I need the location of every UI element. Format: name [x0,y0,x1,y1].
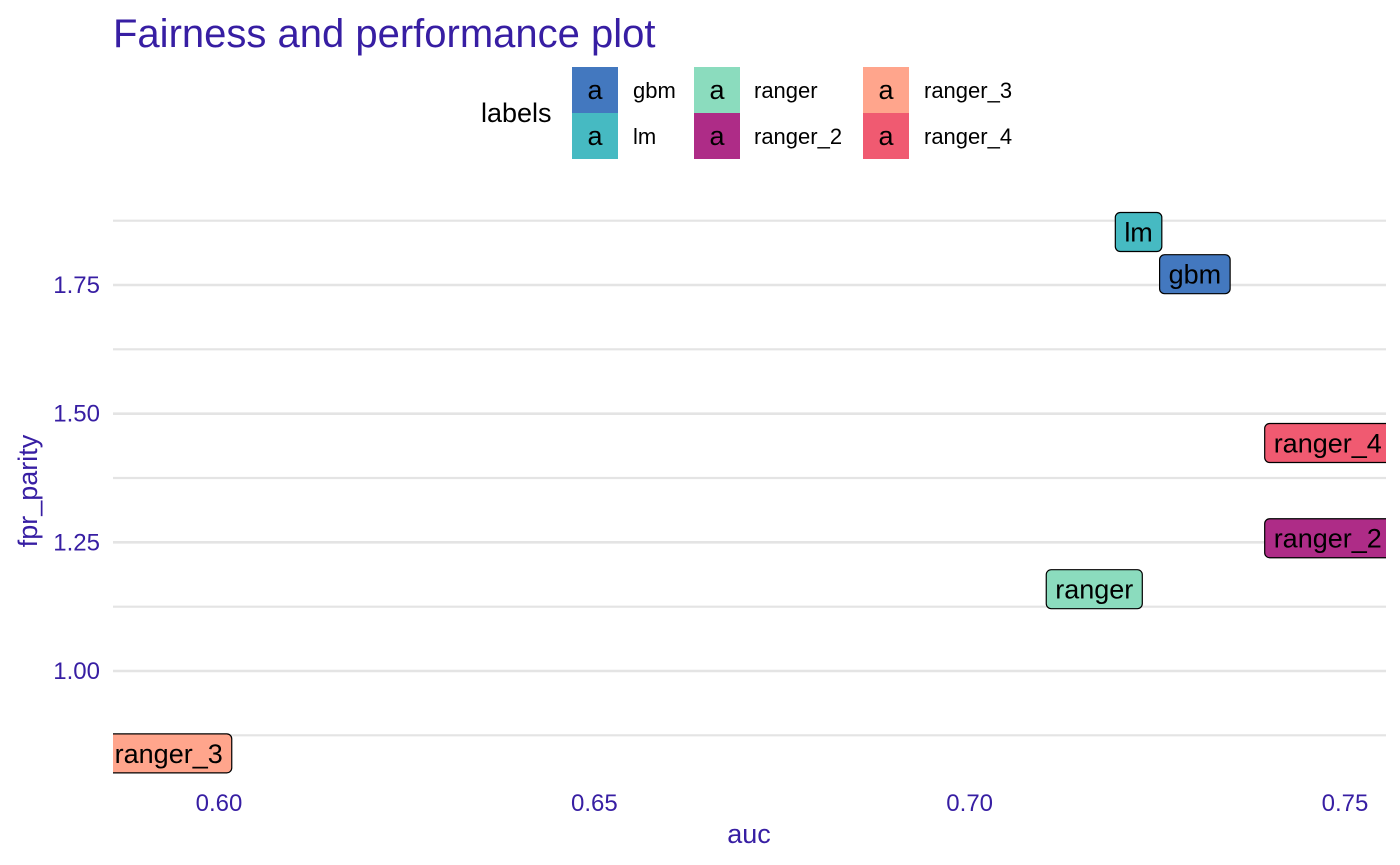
point-label-box [1264,518,1386,559]
point-label-box [113,733,233,774]
point-label-gbm: gbm [1159,254,1231,295]
legend-label: ranger [754,78,818,103]
legend-key-glyph: a [587,121,603,151]
chart-title: Fairness and performance plot [113,12,656,56]
x-tick-label: 0.70 [946,790,993,817]
legend-label: ranger_4 [924,124,1012,149]
legend-key [694,113,740,159]
legend-key-glyph: a [878,121,894,151]
point-label-box [1159,254,1231,295]
point-label-box [1045,569,1143,610]
point-label-box [1264,422,1386,464]
legend-item-ranger: a ranger [694,67,818,113]
legend-key-glyph: a [709,121,725,151]
point-label-lm: lm [1114,211,1163,253]
legend-item-lm: a lm [572,113,656,159]
point-label-text: gbm [1169,260,1222,290]
point-label-text: ranger_4 [1274,429,1382,459]
legend-key [863,113,909,159]
point-label-box [1114,211,1163,253]
point-label-ranger_2: ranger_2 [1264,518,1386,559]
point-label-ranger: ranger [1045,569,1143,610]
x-tick-label: 0.65 [571,790,618,817]
legend-label: ranger_2 [754,124,842,149]
legend-label: ranger_3 [924,78,1012,103]
legend-key [863,67,909,113]
legend-title: labels [481,98,552,128]
gridlines [113,219,1386,737]
point-label-text: lm [1124,217,1153,247]
point-label-text: ranger [1055,575,1133,605]
point-label-text: ranger_3 [115,739,223,769]
y-tick-label: 1.00 [53,658,100,685]
y-tick-label: 1.75 [53,272,100,299]
legend-key-glyph: a [709,75,725,105]
legend-item-ranger_3: a ranger_3 [863,67,1012,113]
legend-label: gbm [633,78,676,103]
legend-key [572,67,618,113]
y-tick-label: 1.50 [53,401,100,428]
y-tick-label: 1.25 [53,529,100,556]
legend-item-ranger_4: a ranger_4 [863,113,1012,159]
x-axis-label: auc [727,819,771,849]
point-label-ranger_3: ranger_3 [113,733,233,774]
point-label-ranger_4: ranger_4 [1264,422,1386,464]
legend-item-gbm: a gbm [572,67,676,113]
point-label-text: ranger_2 [1274,524,1382,554]
legend-item-ranger_2: a ranger_2 [694,113,842,159]
legend-key-glyph: a [587,75,603,105]
legend-key [572,113,618,159]
x-axis: 0.60 0.65 0.70 0.75 [196,790,1369,817]
legend-label: lm [633,124,656,149]
legend-key [694,67,740,113]
x-tick-label: 0.60 [196,790,243,817]
x-tick-label: 0.75 [1322,790,1369,817]
y-axis: 1.00 1.25 1.50 1.75 [53,272,100,685]
legend-key-glyph: a [878,75,894,105]
y-axis-label: fpr_parity [13,434,43,547]
